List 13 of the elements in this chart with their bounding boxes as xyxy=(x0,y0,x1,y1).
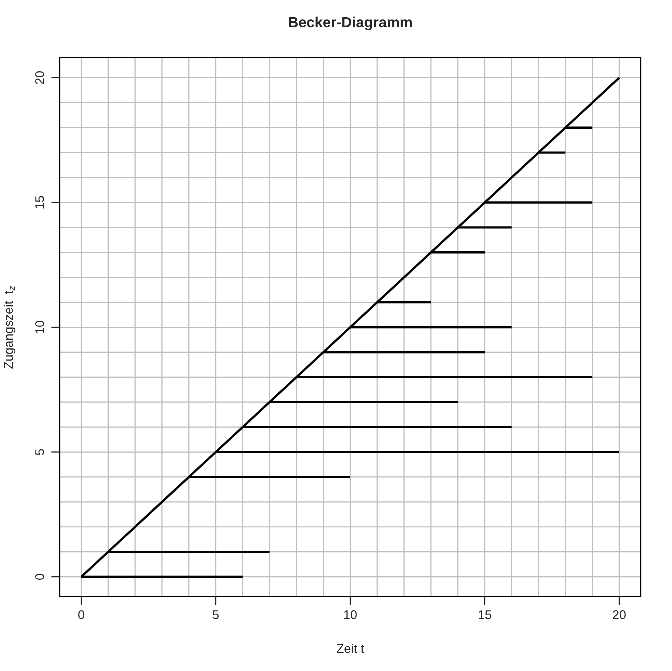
x-tick-label: 5 xyxy=(213,610,219,620)
x-tick-label: 0 xyxy=(78,610,85,620)
y-tick-label: 20 xyxy=(35,72,44,84)
y-tick-label: 5 xyxy=(36,449,44,456)
x-axis-title: Zeit t xyxy=(337,644,364,654)
x-tick-label: 10 xyxy=(344,610,357,620)
x-tick-label: 20 xyxy=(613,610,626,620)
y-axis-title: Zugangszeit t$_{z}$ xyxy=(4,286,16,369)
x-tick-label: 15 xyxy=(478,610,492,620)
y-tick-label: 0 xyxy=(35,574,44,580)
chart-title: Becker-Diagramm xyxy=(289,16,412,31)
y-tick-label: 15 xyxy=(36,196,44,209)
y-tick-label: 10 xyxy=(35,321,44,334)
